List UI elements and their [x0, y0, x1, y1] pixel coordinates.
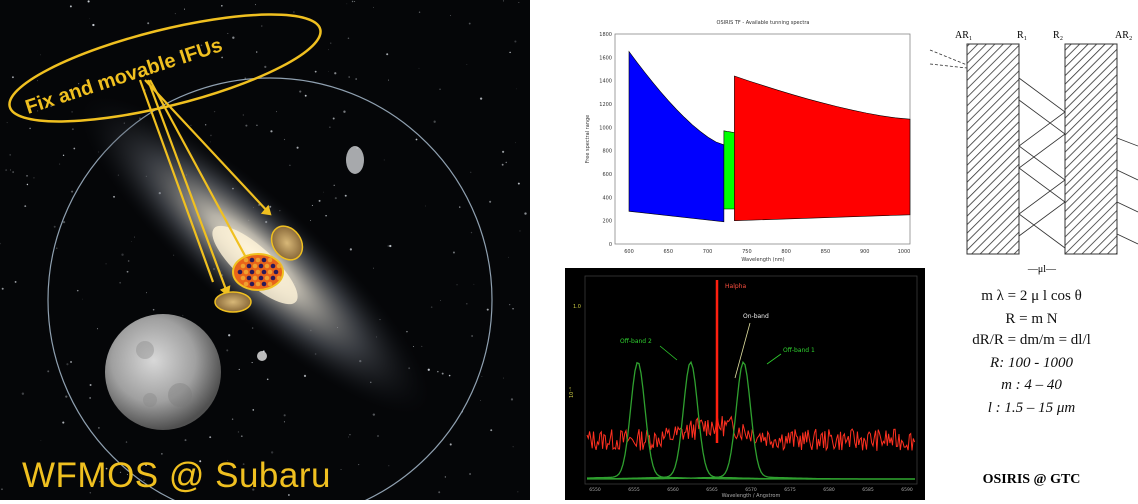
range-resolution: R: 100 - 1000 [990, 355, 1073, 371]
y-tick-label: 1200 [599, 102, 612, 108]
equation-resonance: m λ = 2 μ l cos θ [981, 288, 1082, 304]
x-tick-label: 6575 [784, 487, 796, 493]
y-tick-label: 0 [609, 242, 612, 248]
svg-text:1.0: 1.0 [573, 304, 581, 310]
y-tick-label: 1800 [599, 32, 612, 38]
label-off-band-1: Off-band 1 [783, 347, 815, 354]
y-tick-label: 1600 [599, 55, 612, 61]
x-tick-label: 700 [703, 249, 713, 255]
chart-top-title: OSIRIS TF - Available tunning spectra [717, 20, 810, 26]
label-r2: R₂ [1053, 30, 1063, 41]
wfmos-sky-image: Fix and movable IFUs WFMOS @ Subaru [0, 0, 530, 500]
x-tick-label: 6565 [706, 487, 718, 493]
y-tick-label: 1000 [599, 125, 612, 131]
callout-ellipse [8, 13, 322, 123]
svg-text:10⁻¹: 10⁻¹ [569, 387, 575, 398]
chart-bottom-xlabel: Wavelength / Angstrom [722, 493, 781, 499]
range-order: m : 4 – 40 [1001, 377, 1062, 393]
halpha-filter-chart: 6550 6555 6560 6565 6570 6575 6580 6585 6590 Hal… [565, 268, 925, 500]
tunning-spectra-svg: OSIRIS TF - Available tunning spectra 60… [575, 16, 920, 266]
chart-top-ylabel: Free spectral range [585, 115, 591, 163]
etalon-plate-1 [966, 43, 1020, 255]
osiris-caption: OSIRIS @ GTC [982, 472, 1081, 487]
gap-label: —μl— [1027, 264, 1057, 275]
range-gap: l : 1.5 – 15 μm [987, 400, 1076, 416]
halpha-filter-svg: 6550 6555 6560 6565 6570 6575 6580 6585 6590 Hal… [569, 275, 918, 499]
ifu-movable-1 [270, 225, 304, 261]
x-tick-label: 6550 [589, 487, 601, 493]
equation-derivative: dR/R = dm/m = dl/l [972, 332, 1091, 348]
moon-image [105, 314, 221, 430]
x-tick-label: 6570 [745, 487, 757, 493]
label-r1: R₁ [1017, 30, 1027, 41]
label-on-band: On-band [743, 313, 769, 320]
wfmos-caption: WFMOS @ Subaru [22, 456, 331, 495]
x-tick-label: 6555 [628, 487, 640, 493]
etalon-plate-2 [1064, 43, 1118, 255]
satellite-galaxy [346, 146, 364, 174]
label-off-band-2: Off-band 2 [620, 338, 652, 345]
x-tick-label: 6560 [667, 487, 679, 493]
etalon-schematic: AR₁ R₁ R₂ AR₂ —μl— [929, 30, 1138, 275]
x-tick-label: 750 [742, 249, 752, 255]
chart-top-xlabel: Wavelength (nm) [741, 257, 784, 263]
spectrum-line [586, 414, 916, 452]
ray-paths [929, 49, 1138, 249]
y-tick-label: 1400 [599, 79, 612, 85]
x-tick-label: 6590 [901, 487, 913, 493]
y-tick-label: 800 [602, 149, 612, 155]
x-tick-label: 600 [624, 249, 634, 255]
filter-off-band-2 [587, 361, 915, 480]
ifu-fiber-grid [237, 257, 282, 287]
y-tick-label: 600 [602, 172, 612, 178]
x-tick-label: 900 [860, 249, 870, 255]
x-tick-label: 6585 [862, 487, 874, 493]
x-tick-label: 800 [781, 249, 791, 255]
label-halpha: Halpha [725, 283, 746, 290]
field-of-view-circle [47, 77, 493, 500]
ifu-movable-2 [214, 291, 252, 313]
x-tick-label: 1000 [898, 249, 911, 255]
y-tick-label: 200 [602, 219, 612, 225]
label-ar1: AR₁ [955, 30, 972, 41]
ifu-active [232, 253, 284, 291]
filter-off-band-1 [587, 360, 915, 480]
y-tick-label: 400 [602, 195, 612, 201]
label-ar2: AR₂ [1115, 30, 1132, 41]
series-area-2 [734, 75, 911, 222]
x-tick-label: 850 [821, 249, 831, 255]
filter-on-band [587, 360, 915, 480]
tunning-spectra-chart: OSIRIS TF - Available tunning spectra 60… [575, 16, 920, 266]
fabry-perot-diagram: AR₁ R₁ R₂ AR₂ —μl— m λ = 2 μ l cos θ R =… [925, 20, 1138, 500]
x-tick-label: 6580 [823, 487, 835, 493]
x-tick-label: 650 [664, 249, 674, 255]
sky-illustration: Fix and movable IFUs [0, 0, 527, 500]
equation-resolution: R = m N [1005, 311, 1058, 327]
